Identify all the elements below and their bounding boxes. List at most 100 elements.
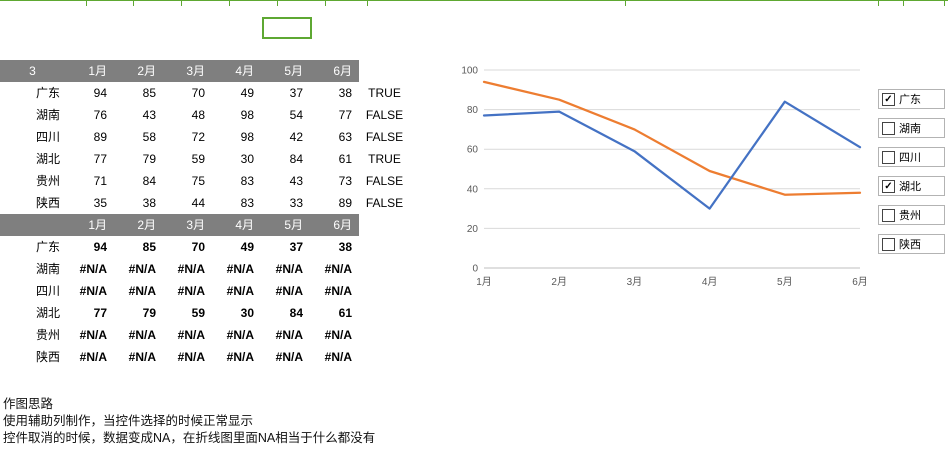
cell-value[interactable]: 43 bbox=[289, 174, 303, 188]
cell-value[interactable]: 30 bbox=[240, 152, 254, 166]
cell-region-name[interactable]: 湖北 bbox=[35, 306, 60, 320]
cell-region-name[interactable]: 四川 bbox=[35, 130, 60, 144]
chart-area[interactable]: 0 20 40 60 80 100 1月 2月 3月 4月 5月 6月 bbox=[450, 48, 874, 300]
checkbox-icon[interactable] bbox=[882, 121, 895, 135]
cell-value[interactable]: 38 bbox=[338, 240, 352, 254]
region-checkbox-item[interactable]: 陕西 bbox=[878, 234, 945, 254]
region-checkbox-item[interactable]: ✓ 湖北 bbox=[878, 176, 945, 196]
cell-value[interactable]: 37 bbox=[289, 240, 303, 254]
cell-value[interactable]: #N/A bbox=[226, 262, 254, 276]
cell-value[interactable]: 48 bbox=[191, 108, 205, 122]
cell-flag[interactable]: TRUE bbox=[368, 152, 401, 166]
cell-value[interactable]: 89 bbox=[93, 130, 107, 144]
cell-flag[interactable]: FALSE bbox=[365, 108, 404, 122]
cell-value[interactable]: #N/A bbox=[324, 328, 352, 342]
cell-region-name[interactable]: 贵州 bbox=[35, 328, 60, 342]
region-checkbox-item[interactable]: ✓ 广东 bbox=[878, 89, 945, 109]
cell-value[interactable]: #N/A bbox=[324, 284, 352, 298]
cell-value[interactable]: #N/A bbox=[275, 262, 303, 276]
cell-value[interactable]: 54 bbox=[289, 108, 303, 122]
cell-value[interactable]: 73 bbox=[338, 174, 352, 188]
region-checkbox-item[interactable]: 贵州 bbox=[878, 205, 945, 225]
checkbox-icon[interactable] bbox=[882, 150, 895, 164]
cell-value[interactable]: #N/A bbox=[275, 284, 303, 298]
cell-region-name[interactable]: 陕西 bbox=[35, 196, 60, 210]
cell-value[interactable]: #N/A bbox=[128, 262, 156, 276]
cell-value[interactable]: 38 bbox=[142, 196, 156, 210]
cell-value[interactable]: 94 bbox=[93, 86, 107, 100]
cell-value[interactable]: #N/A bbox=[79, 350, 107, 364]
cell-value[interactable]: 59 bbox=[191, 306, 205, 320]
cell-value[interactable]: #N/A bbox=[79, 284, 107, 298]
cell-value[interactable]: 77 bbox=[93, 152, 107, 166]
line-chart[interactable]: 0 20 40 60 80 100 1月 2月 3月 4月 5月 6月 bbox=[450, 48, 874, 300]
cell-value[interactable]: 71 bbox=[93, 174, 107, 188]
series-line-湖北[interactable] bbox=[482, 100, 862, 210]
cell-value[interactable]: 98 bbox=[240, 108, 254, 122]
cell-region-name[interactable]: 广东 bbox=[35, 86, 60, 100]
cell-value[interactable]: #N/A bbox=[128, 350, 156, 364]
cell-value[interactable]: 70 bbox=[191, 86, 205, 100]
cell-value[interactable]: 79 bbox=[142, 152, 156, 166]
cell-value[interactable]: #N/A bbox=[177, 284, 205, 298]
cell-value[interactable]: 61 bbox=[338, 306, 352, 320]
cell-value[interactable]: 77 bbox=[93, 306, 107, 320]
cell-value[interactable]: 38 bbox=[338, 86, 352, 100]
cell-value[interactable]: #N/A bbox=[275, 350, 303, 364]
cell-value[interactable]: 49 bbox=[240, 86, 254, 100]
cell-value[interactable]: 44 bbox=[191, 196, 205, 210]
checkbox-checked-icon[interactable]: ✓ bbox=[882, 179, 895, 193]
cell-region-name[interactable]: 湖北 bbox=[35, 152, 60, 166]
region-checkbox-item[interactable]: 湖南 bbox=[878, 118, 945, 138]
cell-region-name[interactable]: 贵州 bbox=[35, 174, 60, 188]
cell-flag[interactable]: TRUE bbox=[368, 86, 401, 100]
cell-value[interactable]: #N/A bbox=[79, 328, 107, 342]
cell-value[interactable]: 70 bbox=[191, 240, 205, 254]
cell-value[interactable]: 85 bbox=[142, 86, 156, 100]
cell-value[interactable]: 84 bbox=[289, 152, 303, 166]
cell-value[interactable]: 76 bbox=[93, 108, 107, 122]
cell-value[interactable]: 89 bbox=[338, 196, 352, 210]
cell-value[interactable]: 49 bbox=[240, 240, 254, 254]
cell-flag[interactable]: FALSE bbox=[365, 196, 404, 210]
cell-value[interactable]: 94 bbox=[93, 240, 107, 254]
cell-flag[interactable]: FALSE bbox=[365, 130, 404, 144]
cell-value[interactable]: 72 bbox=[191, 130, 205, 144]
cell-value[interactable]: 77 bbox=[338, 108, 352, 122]
checkbox-icon[interactable] bbox=[882, 237, 895, 251]
cell-value[interactable]: #N/A bbox=[324, 262, 352, 276]
cell-value[interactable]: 63 bbox=[338, 130, 352, 144]
cell-value[interactable]: #N/A bbox=[177, 262, 205, 276]
region-checkbox-item[interactable]: 四川 bbox=[878, 147, 945, 167]
cell-value[interactable]: 58 bbox=[142, 130, 156, 144]
cell-value[interactable]: #N/A bbox=[226, 328, 254, 342]
cell-region-name[interactable]: 湖南 bbox=[35, 262, 60, 276]
cell-value[interactable]: 30 bbox=[240, 306, 254, 320]
cell-value[interactable]: 84 bbox=[142, 174, 156, 188]
cell-region-name[interactable]: 湖南 bbox=[35, 108, 60, 122]
cell-value[interactable]: 83 bbox=[240, 196, 254, 210]
cell-value[interactable]: 35 bbox=[93, 196, 107, 210]
cell-region-name[interactable]: 四川 bbox=[35, 284, 60, 298]
cell-value[interactable]: 42 bbox=[289, 130, 303, 144]
cell-value[interactable]: #N/A bbox=[275, 328, 303, 342]
cell-region-name[interactable]: 陕西 bbox=[35, 350, 60, 364]
cell-value[interactable]: 43 bbox=[142, 108, 156, 122]
cell-value[interactable]: 84 bbox=[289, 306, 303, 320]
cell-region-name[interactable]: 广东 bbox=[35, 240, 60, 254]
cell-value[interactable]: #N/A bbox=[226, 350, 254, 364]
cell-value[interactable]: 61 bbox=[338, 152, 352, 166]
cell-value[interactable]: 85 bbox=[142, 240, 156, 254]
cell-value[interactable]: 75 bbox=[191, 174, 205, 188]
cell-value[interactable]: 37 bbox=[289, 86, 303, 100]
cell-value[interactable]: 33 bbox=[289, 196, 303, 210]
cell-value[interactable]: 83 bbox=[240, 174, 254, 188]
cell-value[interactable]: #N/A bbox=[324, 350, 352, 364]
selected-control-outline[interactable] bbox=[262, 17, 312, 39]
cell-value[interactable]: 98 bbox=[240, 130, 254, 144]
series-line-广东[interactable] bbox=[482, 80, 862, 196]
cell-value[interactable]: #N/A bbox=[79, 262, 107, 276]
cell-value[interactable]: #N/A bbox=[226, 284, 254, 298]
checkbox-checked-icon[interactable]: ✓ bbox=[882, 92, 895, 106]
cell-value[interactable]: #N/A bbox=[177, 350, 205, 364]
